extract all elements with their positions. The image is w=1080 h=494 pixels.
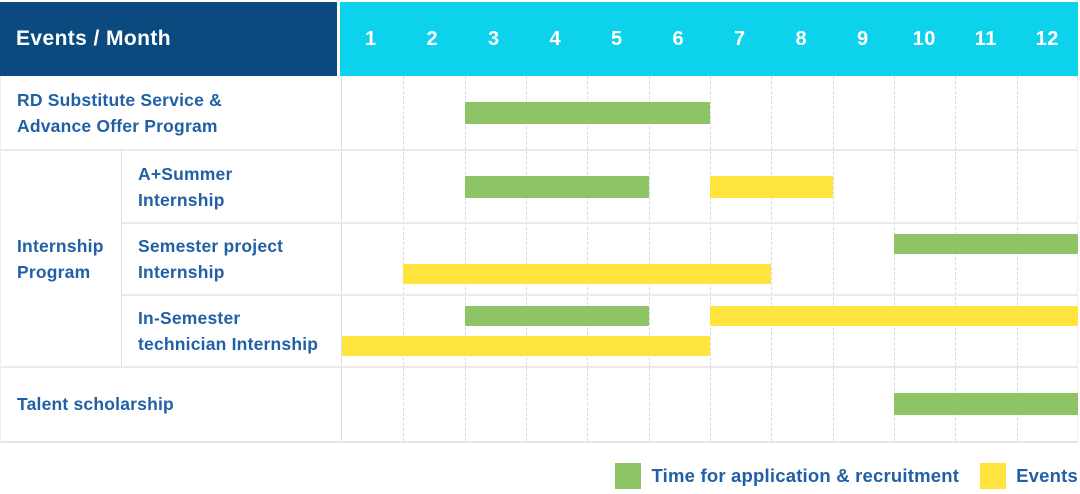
row-divider [121, 222, 1077, 224]
legend-swatch-application [615, 463, 642, 489]
events-month-header: Events / Month [0, 2, 340, 76]
gantt-bar-events [710, 175, 833, 198]
month-header-11: 11 [974, 27, 997, 50]
month-header-2: 2 [426, 27, 439, 50]
legend-item-application: Time for application & recruitment [615, 463, 959, 489]
table-header: Events / Month 1 2 3 4 5 6 7 8 9 10 11 12 [0, 2, 1078, 76]
column-divider [121, 150, 122, 367]
chart-grid [341, 76, 1078, 441]
gantt-bar-events [342, 336, 710, 356]
gantt-bar-application [464, 175, 649, 198]
month-gridline [955, 76, 957, 441]
legend-item-events: Events [980, 463, 1078, 489]
month-header-3: 3 [487, 27, 500, 50]
month-gridline [710, 76, 711, 441]
row-label-a-plus-summer-internship: A+Summer Internship [138, 163, 233, 210]
gantt-bar-application [894, 234, 1078, 254]
month-gridline [1016, 76, 1018, 441]
legend-swatch-events [980, 463, 1007, 489]
month-header-8: 8 [795, 27, 808, 50]
month-gridline [648, 76, 650, 441]
row-label-rd-substitute-service: RD Substitute Service & Advance Offer Pro… [17, 90, 222, 136]
month-header-12: 12 [1035, 27, 1059, 50]
month-header-9: 9 [856, 27, 869, 50]
row-label-semester-project-internship: Semester project Internship [138, 236, 284, 282]
month-gridline [771, 76, 773, 441]
month-gridline [587, 76, 589, 441]
month-gridline [526, 76, 527, 441]
row-divider [1, 149, 1077, 151]
gantt-bar-events [710, 306, 1078, 326]
gantt-bar-application [464, 306, 649, 326]
month-header-row: 1 2 3 4 5 6 7 8 9 10 11 12 [340, 2, 1078, 76]
legend-label-events: Events [1016, 465, 1078, 486]
month-header-6: 6 [672, 27, 685, 50]
gantt-bar-events [403, 264, 772, 284]
month-gridline [464, 76, 466, 441]
month-header-1: 1 [364, 27, 377, 50]
gantt-bar-application [894, 393, 1078, 415]
gantt-bar-application [464, 102, 710, 124]
month-gridline [403, 76, 405, 441]
month-header-7: 7 [733, 27, 746, 50]
month-gridline [894, 76, 895, 441]
row-label-talent-scholarship: Talent scholarship [17, 394, 174, 414]
month-header-5: 5 [610, 27, 623, 50]
month-header-4: 4 [549, 27, 562, 50]
row-divider [121, 294, 1077, 296]
row-label-in-semester-technician-internship: In-Semester technician Internship [138, 308, 319, 354]
schedule-table: Events / Month 1 2 3 4 5 6 7 8 9 10 11 12 RD Substi… [0, 2, 1078, 443]
table-body: RD Substitute Service & Advance Offer Pro… [0, 76, 1078, 443]
legend-label-application: Time for application & recruitment [651, 465, 960, 486]
month-gridline [832, 76, 834, 441]
group-label-internship-program: Internship Program [17, 235, 104, 282]
legend: Time for application & recruitment Event… [615, 461, 1078, 491]
row-divider [1, 366, 1077, 368]
month-header-10: 10 [912, 27, 936, 50]
